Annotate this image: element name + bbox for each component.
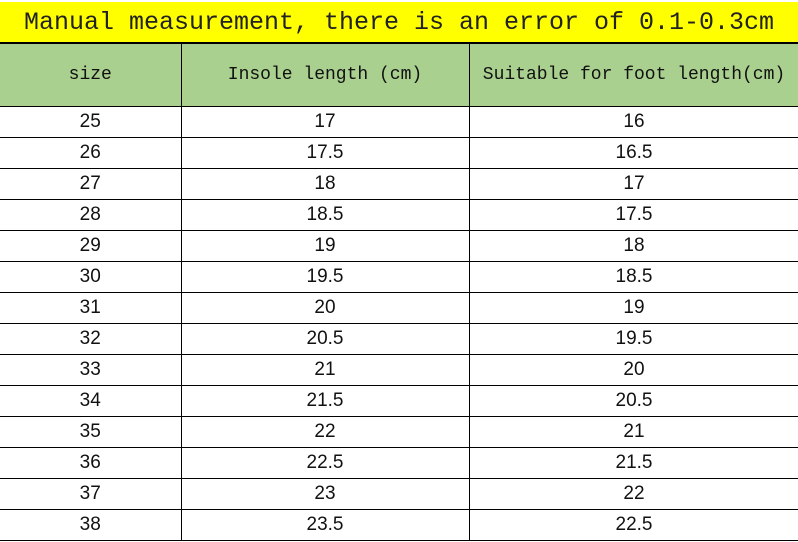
insole-length-cell: 22.5 — [180, 447, 470, 479]
size-cell: 30 — [0, 261, 182, 293]
foot-length-cell: 18.5 — [468, 261, 798, 293]
insole-length-cell: 21.5 — [180, 385, 470, 417]
insole-length-cell: 18.5 — [180, 199, 470, 231]
insole-length-cell: 23.5 — [180, 509, 470, 541]
foot-length-cell: 20.5 — [468, 385, 798, 417]
size-cell: 25 — [0, 106, 182, 138]
header-size: size — [0, 43, 182, 107]
foot-length-cell: 21 — [468, 416, 798, 448]
size-cell: 33 — [0, 354, 182, 386]
foot-length-cell: 19.5 — [468, 323, 798, 355]
table-row: 25 17 16 — [0, 106, 798, 138]
insole-length-cell: 17 — [180, 106, 470, 138]
size-cell: 26 — [0, 137, 182, 169]
foot-length-cell: 22.5 — [468, 509, 798, 541]
table-row: 35 22 21 — [0, 416, 798, 448]
table-row: 28 18.5 17.5 — [0, 199, 798, 231]
table-row: 32 20.5 19.5 — [0, 323, 798, 355]
table-title: Manual measurement, there is an error of… — [0, 2, 798, 43]
foot-length-cell: 20 — [468, 354, 798, 386]
insole-length-cell: 22 — [180, 416, 470, 448]
insole-length-cell: 23 — [180, 478, 470, 510]
size-cell: 34 — [0, 385, 182, 417]
table-row: 36 22.5 21.5 — [0, 447, 798, 479]
insole-length-cell: 20.5 — [180, 323, 470, 355]
foot-length-cell: 16 — [468, 106, 798, 138]
insole-length-cell: 18 — [180, 168, 470, 200]
size-cell: 36 — [0, 447, 182, 479]
table-row: 38 23.5 22.5 — [0, 509, 798, 541]
insole-length-cell: 19.5 — [180, 261, 470, 293]
size-cell: 35 — [0, 416, 182, 448]
size-cell: 38 — [0, 509, 182, 541]
header-insole-length: Insole length (cm) — [180, 43, 470, 107]
header-row: size Insole length (cm) Suitable for foo… — [0, 43, 798, 107]
table-row: 31 20 19 — [0, 292, 798, 324]
insole-length-cell: 20 — [180, 292, 470, 324]
foot-length-cell: 22 — [468, 478, 798, 510]
insole-length-cell: 17.5 — [180, 137, 470, 169]
size-cell: 29 — [0, 230, 182, 262]
insole-length-cell: 21 — [180, 354, 470, 386]
size-table: size Insole length (cm) Suitable for foo… — [0, 43, 798, 541]
table-row: 30 19.5 18.5 — [0, 261, 798, 293]
size-cell: 37 — [0, 478, 182, 510]
table-row: 37 23 22 — [0, 478, 798, 510]
size-cell: 32 — [0, 323, 182, 355]
table-row: 27 18 17 — [0, 168, 798, 200]
header-foot-length: Suitable for foot length(cm) — [468, 43, 798, 107]
foot-length-cell: 17.5 — [468, 199, 798, 231]
size-cell: 27 — [0, 168, 182, 200]
table-row: 34 21.5 20.5 — [0, 385, 798, 417]
size-cell: 31 — [0, 292, 182, 324]
table-row: 29 19 18 — [0, 230, 798, 262]
foot-length-cell: 19 — [468, 292, 798, 324]
table-row: 26 17.5 16.5 — [0, 137, 798, 169]
table-row: 33 21 20 — [0, 354, 798, 386]
size-cell: 28 — [0, 199, 182, 231]
foot-length-cell: 17 — [468, 168, 798, 200]
insole-length-cell: 19 — [180, 230, 470, 262]
foot-length-cell: 18 — [468, 230, 798, 262]
foot-length-cell: 16.5 — [468, 137, 798, 169]
foot-length-cell: 21.5 — [468, 447, 798, 479]
